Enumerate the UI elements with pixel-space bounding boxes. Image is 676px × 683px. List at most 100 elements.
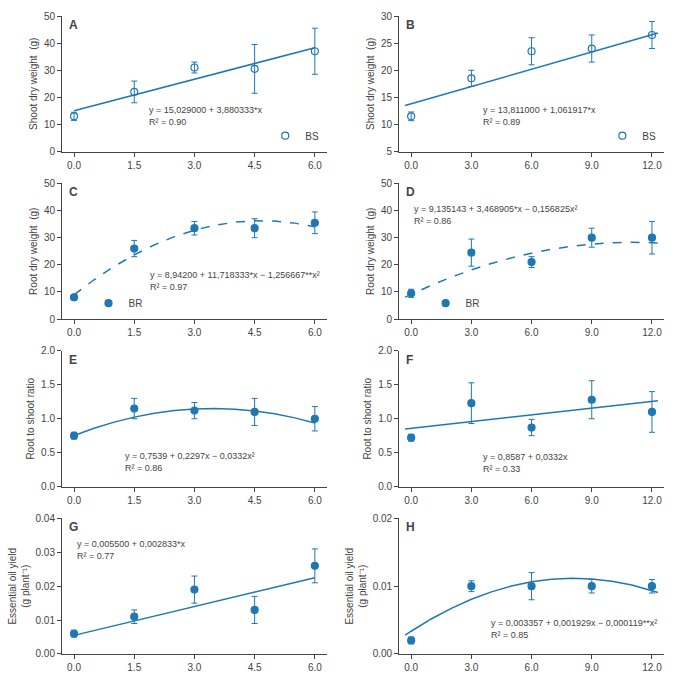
svg-text:30: 30 xyxy=(44,232,56,243)
svg-text:y = 15,029000 + 3,880333*xR² =: y = 15,029000 + 3,880333*xR² = 0.90 xyxy=(149,105,263,127)
svg-text:0.0: 0.0 xyxy=(404,495,418,506)
svg-text:y = 9,135143 + 3,468905*x − 0,: y = 9,135143 + 3,468905*x − 0,156825x²R²… xyxy=(414,204,577,226)
svg-text:12.0: 12.0 xyxy=(642,327,662,338)
svg-text:4.5: 4.5 xyxy=(248,662,262,673)
svg-text:6.0: 6.0 xyxy=(308,495,322,506)
svg-text:20: 20 xyxy=(381,65,393,76)
svg-text:15: 15 xyxy=(381,92,393,103)
svg-text:Root dry weight (g): Root dry weight (g) xyxy=(28,208,39,295)
svg-text:1.5: 1.5 xyxy=(127,327,141,338)
svg-text:4.5: 4.5 xyxy=(248,495,262,506)
svg-text:1.5: 1.5 xyxy=(127,662,141,673)
svg-text:50: 50 xyxy=(381,178,393,189)
svg-text:Root to shoot ratio: Root to shoot ratio xyxy=(362,377,373,459)
svg-text:1.5: 1.5 xyxy=(41,379,55,390)
svg-text:30: 30 xyxy=(381,11,393,22)
svg-text:1.5: 1.5 xyxy=(127,495,141,506)
svg-text:Shoot dry weight (g): Shoot dry weight (g) xyxy=(28,38,39,130)
svg-text:BR: BR xyxy=(466,298,480,309)
svg-text:3.0: 3.0 xyxy=(187,160,201,171)
svg-text:0.01: 0.01 xyxy=(373,581,393,592)
svg-text:A: A xyxy=(69,18,78,32)
svg-text:2.0: 2.0 xyxy=(41,345,55,356)
svg-text:50: 50 xyxy=(44,11,56,22)
svg-text:20: 20 xyxy=(381,259,393,270)
svg-text:0: 0 xyxy=(49,314,55,325)
svg-text:G: G xyxy=(69,520,78,534)
svg-text:6.0: 6.0 xyxy=(308,327,322,338)
svg-text:0.02: 0.02 xyxy=(373,513,393,524)
svg-text:Essential oil yield(g plant⁻¹): Essential oil yield(g plant⁻¹) xyxy=(344,548,368,625)
svg-text:1.5: 1.5 xyxy=(127,160,141,171)
svg-text:3.0: 3.0 xyxy=(187,495,201,506)
svg-text:10: 10 xyxy=(44,286,56,297)
svg-text:9.0: 9.0 xyxy=(585,327,599,338)
svg-text:0.02: 0.02 xyxy=(36,581,56,592)
svg-text:BS: BS xyxy=(642,131,656,142)
svg-text:40: 40 xyxy=(381,205,393,216)
svg-text:B: B xyxy=(406,18,415,32)
svg-text:3.0: 3.0 xyxy=(464,160,478,171)
svg-text:40: 40 xyxy=(44,205,56,216)
svg-text:F: F xyxy=(406,353,413,367)
svg-text:0.0: 0.0 xyxy=(378,481,392,492)
svg-text:0.0: 0.0 xyxy=(404,662,418,673)
svg-text:6.0: 6.0 xyxy=(308,160,322,171)
svg-text:0: 0 xyxy=(387,314,393,325)
svg-text:9.0: 9.0 xyxy=(585,160,599,171)
svg-text:0.0: 0.0 xyxy=(41,481,55,492)
svg-text:6.0: 6.0 xyxy=(308,662,322,673)
svg-text:0.0: 0.0 xyxy=(404,160,418,171)
svg-text:y = 0,003357 + 0,001929x − 0,0: y = 0,003357 + 0,001929x − 0,000119**x²R… xyxy=(491,618,657,640)
svg-text:0.0: 0.0 xyxy=(67,495,81,506)
svg-text:3.0: 3.0 xyxy=(464,662,478,673)
svg-text:12.0: 12.0 xyxy=(642,662,662,673)
svg-text:25: 25 xyxy=(381,38,393,49)
svg-text:BS: BS xyxy=(305,131,319,142)
svg-text:2.0: 2.0 xyxy=(378,345,392,356)
svg-text:y = 13,811000 + 1,061917*xR² =: y = 13,811000 + 1,061917*xR² = 0.89 xyxy=(483,105,596,127)
svg-text:0.0: 0.0 xyxy=(404,327,418,338)
svg-text:0.5: 0.5 xyxy=(378,447,392,458)
svg-text:y = 8,94200 + 11,718333*x − 1,: y = 8,94200 + 11,718333*x − 1,256667**x²… xyxy=(150,270,320,292)
svg-text:0.0: 0.0 xyxy=(67,662,81,673)
svg-text:9.0: 9.0 xyxy=(585,662,599,673)
svg-text:y = 0,7539 + 0,2297x − 0,0332x: y = 0,7539 + 0,2297x − 0,0332x²R² = 0.86 xyxy=(125,451,255,473)
svg-text:4.5: 4.5 xyxy=(248,327,262,338)
svg-text:6.0: 6.0 xyxy=(525,495,539,506)
svg-text:0.0: 0.0 xyxy=(67,327,81,338)
svg-text:D: D xyxy=(406,185,415,199)
svg-text:0.00: 0.00 xyxy=(373,648,393,659)
svg-text:3.0: 3.0 xyxy=(464,327,478,338)
svg-text:12.0: 12.0 xyxy=(642,160,662,171)
svg-text:y = 0,8587 + 0,0332xR² = 0.33: y = 0,8587 + 0,0332xR² = 0.33 xyxy=(483,452,568,474)
svg-text:y = 0,005500 + 0,002833*xR² =: y = 0,005500 + 0,002833*xR² = 0.77 xyxy=(77,539,186,561)
svg-text:3.0: 3.0 xyxy=(464,495,478,506)
svg-text:0.01: 0.01 xyxy=(36,615,56,626)
svg-text:6.0: 6.0 xyxy=(525,160,539,171)
svg-text:6.0: 6.0 xyxy=(525,662,539,673)
svg-text:E: E xyxy=(69,353,77,367)
svg-text:1.0: 1.0 xyxy=(41,413,55,424)
svg-text:0.00: 0.00 xyxy=(36,648,56,659)
svg-text:10: 10 xyxy=(381,286,393,297)
svg-text:10: 10 xyxy=(381,119,393,130)
svg-text:50: 50 xyxy=(44,178,56,189)
svg-text:3.0: 3.0 xyxy=(187,662,201,673)
svg-text:0.04: 0.04 xyxy=(36,513,56,524)
svg-text:10: 10 xyxy=(44,119,56,130)
svg-text:20: 20 xyxy=(44,259,56,270)
svg-text:Essential oil yield(g plant⁻¹): Essential oil yield(g plant⁻¹) xyxy=(7,548,31,625)
svg-text:20: 20 xyxy=(44,92,56,103)
svg-text:12.0: 12.0 xyxy=(642,495,662,506)
svg-text:0.03: 0.03 xyxy=(36,547,56,558)
svg-text:4.5: 4.5 xyxy=(248,160,262,171)
svg-text:9.0: 9.0 xyxy=(585,495,599,506)
svg-text:3.0: 3.0 xyxy=(187,327,201,338)
svg-text:30: 30 xyxy=(381,232,393,243)
svg-text:40: 40 xyxy=(44,38,56,49)
svg-text:0.5: 0.5 xyxy=(41,447,55,458)
svg-text:0.0: 0.0 xyxy=(67,160,81,171)
svg-text:Root dry weight (g): Root dry weight (g) xyxy=(365,208,376,295)
svg-text:1.5: 1.5 xyxy=(378,379,392,390)
